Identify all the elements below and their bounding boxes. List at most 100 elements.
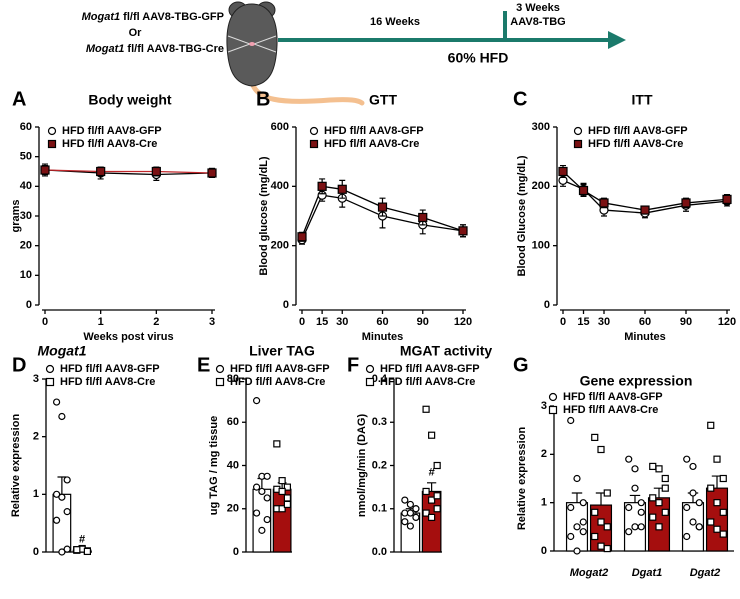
legend-marker (45, 377, 55, 387)
y-axis-label: Relative expression (516, 427, 528, 531)
legend-label: HFD fl/fl AAV8-GFP (380, 363, 480, 375)
legend-marker (309, 139, 319, 149)
y-tick-label: 80 (227, 373, 239, 385)
data-point (418, 212, 428, 223)
data-point (207, 168, 217, 178)
schematic: Mogat1 fl/fl AAV8-TBG-GFP Or Mogat1 fl/f… (82, 1, 626, 106)
data-point (412, 505, 420, 513)
data-point (558, 166, 568, 177)
data-point (655, 523, 663, 531)
y-tick-label: 0.0 (372, 546, 387, 558)
legend-marker (309, 126, 319, 136)
legend-marker (215, 364, 225, 374)
group-1-label: Mogat1 fl/fl AAV8-TBG-GFP (82, 11, 224, 23)
phase-label: 16 Weeks (370, 16, 420, 28)
data-point (567, 503, 575, 512)
data-point (406, 522, 414, 530)
y-tick-label: 3 (33, 373, 39, 385)
data-point (689, 518, 697, 526)
data-point (661, 474, 669, 483)
data-point (695, 499, 703, 507)
legend-label: HFD fl/fl AAV8-GFP (230, 363, 330, 375)
diet-label: 60% HFD (448, 50, 509, 66)
x-axis-label: Weeks post virus (83, 331, 173, 343)
y-tick-label: 2 (541, 448, 547, 460)
data-point (433, 461, 441, 470)
data-point (263, 472, 271, 480)
data-point (573, 547, 581, 555)
data-point (263, 515, 271, 524)
x-tick-label: 60 (639, 316, 651, 328)
y-tick-label: 0.2 (372, 459, 387, 471)
data-point (401, 496, 409, 504)
y-tick-label: 20 (20, 240, 32, 252)
data-point (58, 493, 66, 501)
data-point (337, 184, 347, 194)
data-point (707, 518, 715, 526)
x-tick-label: 15 (577, 316, 589, 328)
data-point (406, 509, 414, 517)
data-point (412, 513, 420, 522)
data-point (713, 525, 721, 533)
legend-label: HFD fl/fl AAV8-Cre (324, 138, 419, 150)
data-point (317, 181, 327, 191)
data-point (263, 494, 271, 502)
annotation: # (429, 467, 435, 479)
data-point (713, 455, 721, 463)
phase-label: 3 Weeks (516, 2, 560, 14)
data-point (579, 499, 587, 507)
legend-marker (47, 126, 57, 136)
y-tick-label: 0 (283, 299, 289, 311)
data-point (591, 508, 599, 516)
data-point (625, 503, 633, 512)
data-point (625, 455, 633, 463)
data-point (655, 499, 663, 507)
data-point (661, 508, 669, 516)
data-point (428, 496, 436, 504)
data-point (151, 166, 161, 177)
error-bar (57, 476, 67, 495)
x-axis-label: Minutes (362, 331, 404, 343)
data-point (683, 455, 691, 463)
x-tick-label: Dgat1 (632, 567, 663, 579)
legend-label: HFD fl/fl AAV8-Cre (563, 404, 658, 416)
data-point (649, 513, 657, 521)
series-line (301, 194, 464, 241)
y-axis-label: ug TAG / mg tissue (208, 416, 220, 515)
data-point (683, 532, 691, 541)
annotation: # (79, 534, 85, 546)
data-point (433, 492, 441, 500)
y-axis-label: nmol/mg/min (DAG) (356, 414, 368, 518)
panel-letter: A (12, 88, 26, 110)
chart-title: MGAT activity (400, 343, 493, 359)
y-tick-label: 2 (33, 431, 39, 443)
y-tick-label: 0 (541, 545, 547, 557)
chart-title: ITT (632, 92, 653, 108)
phase-label: AAV8-TBG (510, 16, 565, 28)
data-point (579, 518, 587, 526)
series-line (44, 169, 213, 176)
legend-marker (365, 377, 375, 387)
error-bar (427, 482, 437, 492)
x-tick-label: Mogat2 (570, 567, 609, 579)
x-tick-label: 60 (376, 316, 388, 328)
data-point (631, 465, 639, 473)
data-point (40, 165, 50, 175)
data-point (422, 405, 430, 413)
x-tick-label: 0 (42, 316, 48, 328)
series-line (44, 169, 213, 174)
data-point (96, 166, 106, 177)
data-point (297, 232, 307, 242)
data-point (649, 494, 657, 502)
legend-marker (573, 126, 583, 136)
y-tick-label: 600 (271, 121, 289, 133)
data-point (52, 398, 61, 406)
data-point (631, 523, 639, 531)
y-tick-label: 200 (271, 240, 289, 252)
y-tick-label: 60 (227, 416, 239, 428)
y-tick-label: 3 (541, 400, 547, 412)
data-point (422, 487, 430, 496)
x-tick-label: 120 (454, 316, 472, 328)
chart-title: Liver TAG (249, 343, 315, 359)
